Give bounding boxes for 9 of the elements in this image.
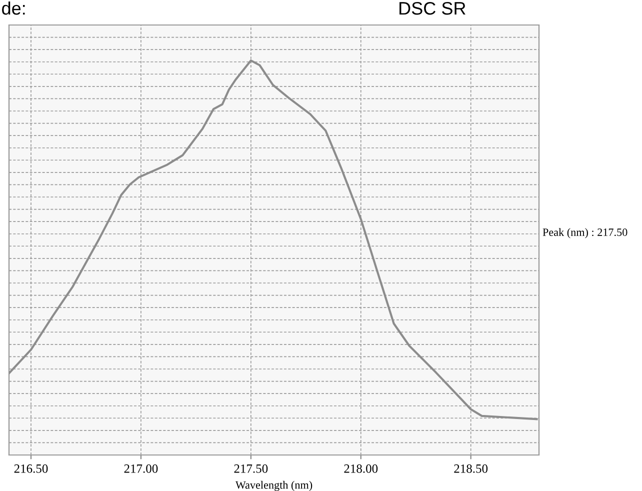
- x-tick-label: 217.00: [124, 464, 158, 473]
- x-tick-label: 218.50: [454, 464, 488, 473]
- x-tick-label: 216.50: [14, 464, 48, 473]
- x-tick-label: 217.50: [234, 464, 268, 473]
- x-axis-title: Wavelength (nm): [235, 480, 312, 491]
- text: DSC SR: [400, 2, 466, 15]
- x-tick-label: 218.00: [344, 464, 378, 473]
- text: de:: [2, 1, 25, 15]
- text: Peak (nm) : 217.50: [542, 228, 628, 238]
